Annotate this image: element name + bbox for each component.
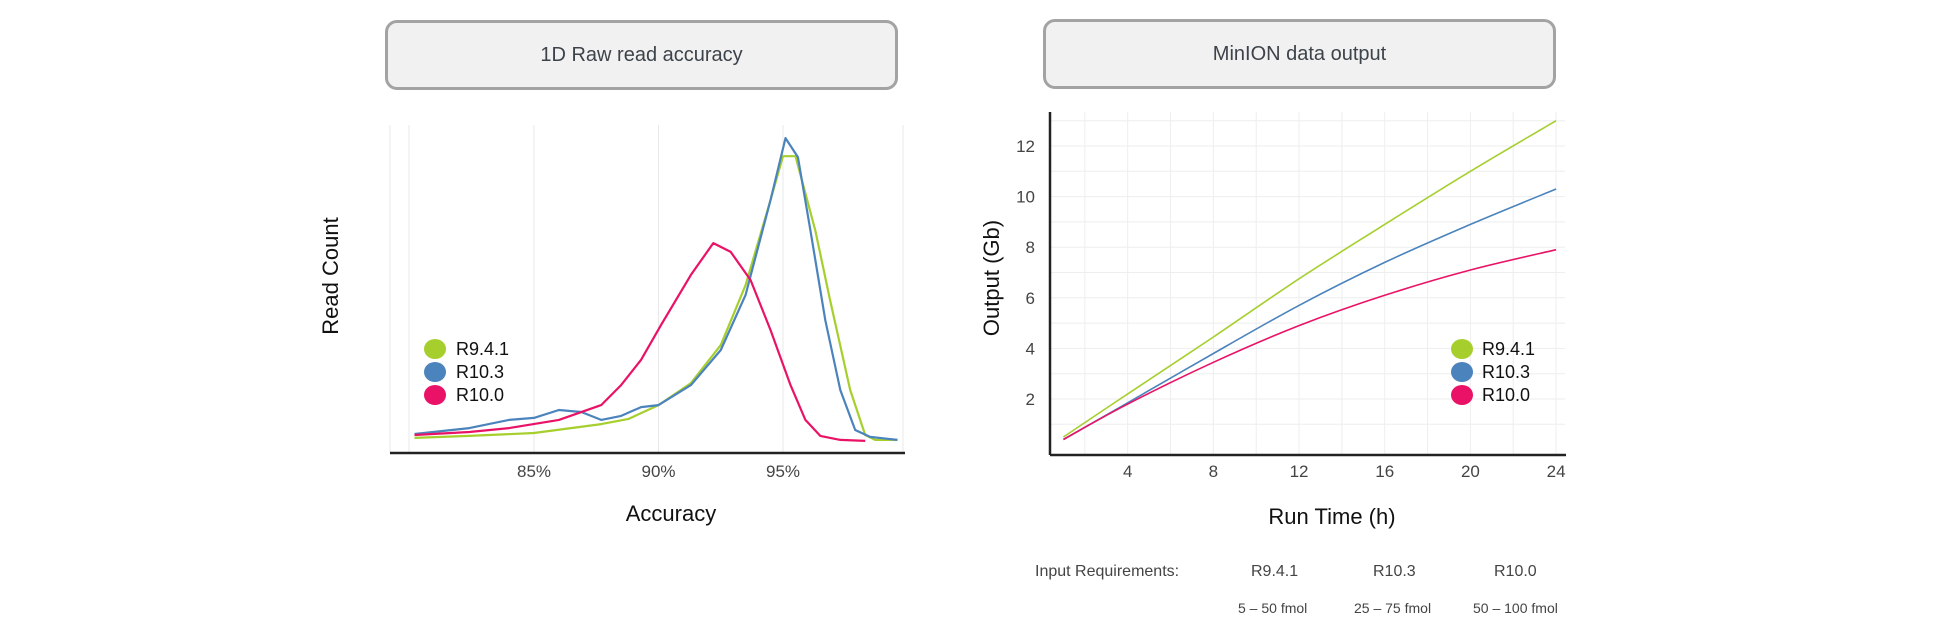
legend-label-r9-4-1: R9.4.1	[456, 339, 509, 359]
accuracy-y-axis-title: Read Count	[318, 217, 343, 334]
legend-label-r10-0: R10.0	[1482, 385, 1530, 405]
output-y-tick-label: 6	[1026, 289, 1035, 308]
output-x-tick-label: 24	[1547, 462, 1566, 481]
output-x-tick-label: 12	[1290, 462, 1309, 481]
legend-swatch-r10-3	[424, 362, 446, 382]
output-grid	[1051, 112, 1565, 455]
output-x-tick-label: 8	[1209, 462, 1218, 481]
output-legend: R9.4.1 R10.3 R10.0	[1451, 339, 1535, 405]
accuracy-x-tick-label: 85%	[517, 462, 551, 481]
legend-label-r10-3: R10.3	[1482, 362, 1530, 382]
output-line-r9-4-1	[1062, 120, 1557, 438]
input-requirements-label: Input Requirements:	[1035, 563, 1180, 580]
legend-label-r10-0: R10.0	[456, 385, 504, 405]
output-x-tick-label: 4	[1123, 462, 1132, 481]
output-x-axis-title: Run Time (h)	[1268, 504, 1395, 529]
output-y-tick-label: 4	[1026, 339, 1035, 358]
input-req-r103-value: 25 – 75 fmol	[1354, 600, 1432, 616]
output-y-axis-title: Output (Gb)	[979, 220, 1004, 336]
accuracy-chart: 85% 90% 95% Read Count Accuracy R9.4.1 R10.…	[318, 125, 905, 526]
legend-swatch-r9-4-1	[1451, 339, 1473, 359]
input-req-r941-value: 5 – 50 fmol	[1238, 600, 1308, 616]
legend-swatch-r9-4-1	[424, 339, 446, 359]
output-line-r10-0	[1063, 248, 1557, 441]
accuracy-x-tick-label: 95%	[766, 462, 800, 481]
output-y-tick-label: 2	[1026, 390, 1035, 409]
accuracy-x-axis-title: Accuracy	[626, 501, 716, 526]
legend-label-r10-3: R10.3	[456, 362, 504, 382]
output-series	[1062, 120, 1557, 441]
output-y-tick-label: 10	[1016, 188, 1035, 207]
accuracy-x-tick-label: 90%	[641, 462, 675, 481]
output-line-r10-3	[1063, 188, 1557, 441]
legend-swatch-r10-0	[1451, 385, 1473, 405]
input-req-r103-name: R10.3	[1373, 563, 1416, 580]
input-req-r941-name: R9.4.1	[1251, 563, 1299, 580]
input-req-r100-name: R10.0	[1494, 563, 1537, 580]
accuracy-line-r9-4-1	[414, 155, 898, 441]
legend-swatch-r10-0	[424, 385, 446, 405]
output-x-ticks: 4 8 12 16 20 24	[1123, 462, 1566, 481]
output-x-tick-label: 16	[1375, 462, 1394, 481]
accuracy-grid	[389, 125, 904, 453]
accuracy-x-ticks: 85% 90% 95%	[517, 462, 800, 481]
accuracy-chart-title: 1D Raw read accuracy	[385, 20, 898, 90]
output-y-tick-label: 12	[1016, 137, 1035, 156]
accuracy-legend: R9.4.1 R10.3 R10.0	[424, 339, 509, 405]
legend-label-r9-4-1: R9.4.1	[1482, 339, 1535, 359]
output-chart-title: MinION data output	[1043, 19, 1556, 89]
accuracy-series	[414, 137, 898, 442]
output-y-tick-label: 8	[1026, 238, 1035, 257]
input-req-r100-value: 50 – 100 fmol	[1473, 600, 1558, 616]
legend-swatch-r10-3	[1451, 362, 1473, 382]
output-y-ticks: 2 4 6 8 10 12	[1016, 137, 1035, 409]
accuracy-line-r10-0	[414, 242, 866, 442]
accuracy-line-r10-3	[414, 137, 898, 441]
output-x-tick-label: 20	[1461, 462, 1480, 481]
